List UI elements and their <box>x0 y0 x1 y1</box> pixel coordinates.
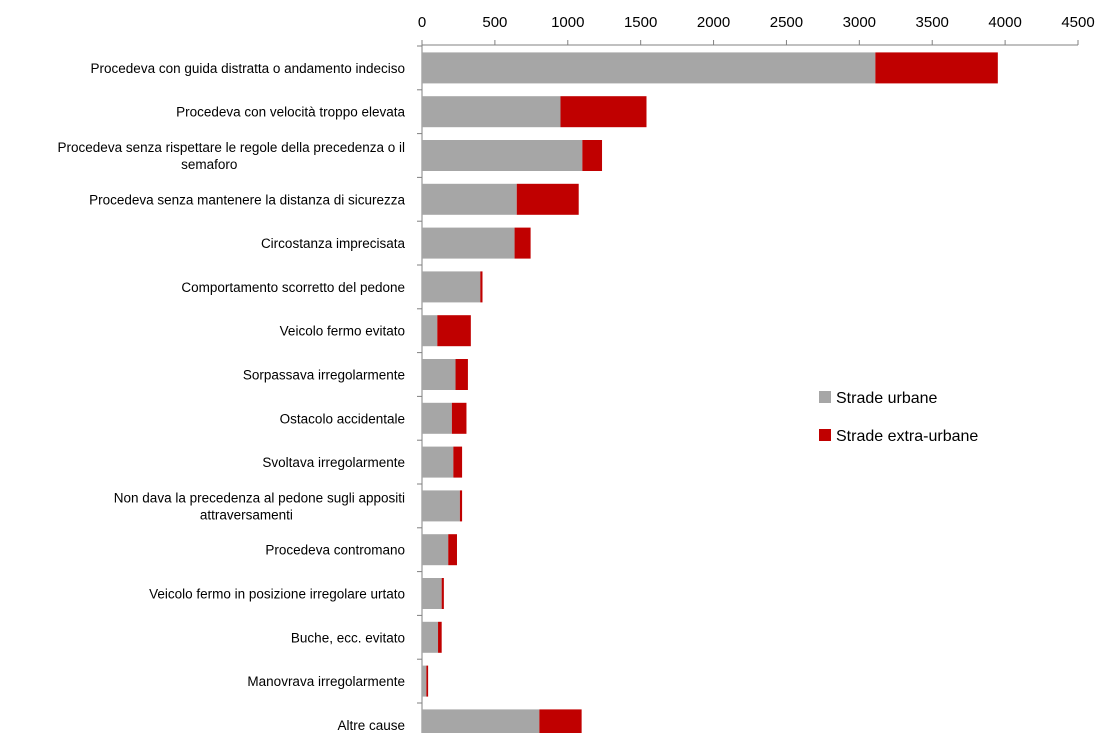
x-tick-label: 4500 <box>1061 14 1094 31</box>
bar-segment-urbane <box>422 227 515 259</box>
category-label: Procedeva con guida distratta o andament… <box>91 61 405 76</box>
bar-segment-extra-urbane <box>514 227 531 259</box>
bar-segment-urbane <box>422 402 452 434</box>
bar-segment-extra-urbane <box>582 140 603 171</box>
bar-segment-extra-urbane <box>516 183 579 215</box>
x-tick-label: 500 <box>482 14 507 31</box>
bars <box>422 52 998 733</box>
bar-segment-urbane <box>422 96 561 128</box>
bar-segment-urbane <box>422 665 427 697</box>
x-tick-label: 0 <box>418 14 426 31</box>
bar-segment-extra-urbane <box>426 665 429 697</box>
category-label: Non dava la precedenza al pedone sugli a… <box>114 490 405 505</box>
legend-swatch <box>819 391 831 403</box>
bar-segment-urbane <box>422 183 517 215</box>
bar-segment-extra-urbane <box>438 621 442 653</box>
category-label: attraversamenti <box>200 507 293 522</box>
category-label: Svoltava irregolarmente <box>262 455 405 470</box>
bar-segment-urbane <box>422 140 583 171</box>
legend-swatch <box>819 429 831 441</box>
category-label: Veicolo fermo in posizione irregolare ur… <box>149 587 405 602</box>
x-tick-label: 1000 <box>551 14 584 31</box>
legend-label: Strade extra-urbane <box>836 428 978 445</box>
legend: Strade urbane Strade extra-urbane <box>819 390 978 445</box>
category-labels: Procedeva con guida distratta o andament… <box>58 61 406 733</box>
bar-segment-extra-urbane <box>560 96 647 128</box>
bar-segment-urbane <box>422 271 481 303</box>
category-label: Procedeva senza mantenere la distanza di… <box>89 192 405 207</box>
category-label: Altre cause <box>337 718 405 733</box>
x-tick-label: 2000 <box>697 14 730 31</box>
bar-segment-urbane <box>422 621 439 653</box>
bar-segment-urbane <box>422 359 456 390</box>
bar-segment-urbane <box>422 709 540 733</box>
category-label: Veicolo fermo evitato <box>280 324 405 339</box>
bar-segment-extra-urbane <box>539 709 582 733</box>
bar-segment-urbane <box>422 52 876 84</box>
bar-segment-extra-urbane <box>451 402 467 434</box>
x-tick-label: 4000 <box>988 14 1021 31</box>
bar-segment-extra-urbane <box>453 446 463 478</box>
bar-segment-urbane <box>422 315 438 347</box>
x-tick-label: 2500 <box>770 14 803 31</box>
legend-label: Strade urbane <box>836 390 938 407</box>
category-label: Circostanza imprecisata <box>261 236 406 251</box>
x-tick-label: 1500 <box>624 14 657 31</box>
bar-segment-urbane <box>422 446 454 478</box>
x-tick-label: 3500 <box>916 14 949 31</box>
bar-segment-urbane <box>422 534 449 566</box>
category-label: Manovrava irregolarmente <box>247 674 405 689</box>
x-tick-label: 3000 <box>843 14 876 31</box>
bar-segment-extra-urbane <box>875 52 998 84</box>
bar-segment-extra-urbane <box>448 534 457 566</box>
bar-segment-extra-urbane <box>437 315 471 347</box>
bar-segment-urbane <box>422 578 442 609</box>
category-label: Procedeva con velocità troppo elevata <box>176 105 405 120</box>
bar-segment-extra-urbane <box>480 271 483 303</box>
category-label: Ostacolo accidentale <box>280 411 405 426</box>
category-label: Buche, ecc. evitato <box>291 630 405 645</box>
category-label: Procedeva contromano <box>265 543 405 558</box>
x-axis: 0 500 1000 1500 2000 2500 3000 3500 4000 4500 <box>417 14 1095 733</box>
bar-segment-urbane <box>422 490 460 522</box>
category-label: Sorpassava irregolarmente <box>243 368 405 383</box>
bar-segment-extra-urbane <box>441 578 444 609</box>
bar-segment-extra-urbane <box>455 359 468 390</box>
bar-segment-extra-urbane <box>459 490 463 522</box>
category-label: Procedeva senza rispettare le regole del… <box>58 140 405 155</box>
category-label: Comportamento scorretto del pedone <box>181 280 405 295</box>
category-label: semaforo <box>181 157 237 172</box>
